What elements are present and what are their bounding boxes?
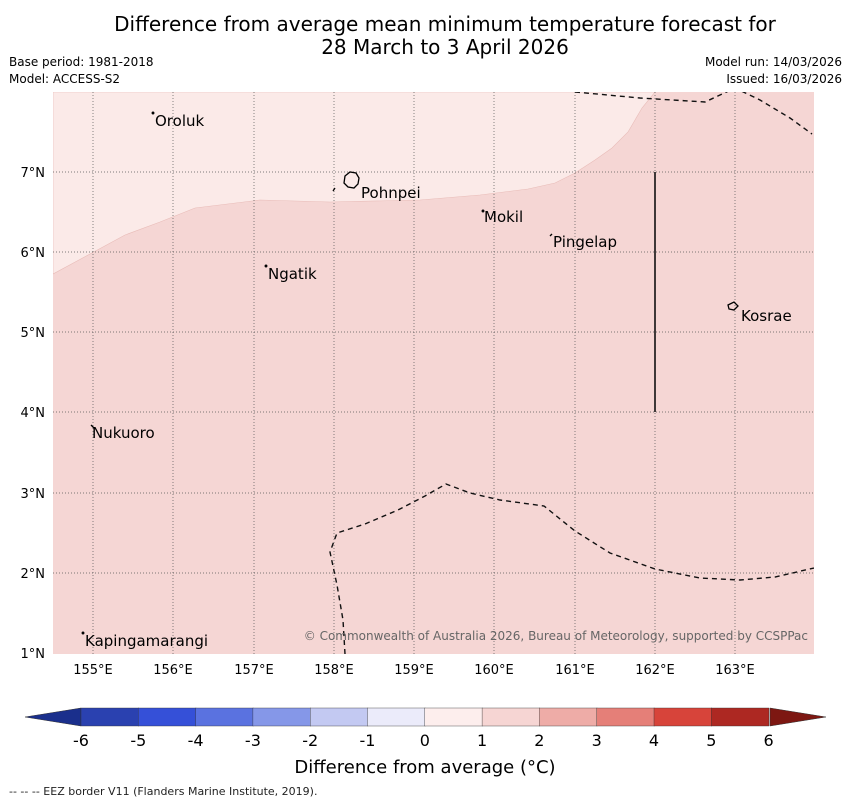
nukuoro-island [90, 424, 95, 429]
meta-right: Model run: 14/03/2026 Issued: 16/03/2026 [705, 54, 842, 88]
label-nukuoro: Nukuoro [92, 424, 155, 442]
meta-left: Base period: 1981-2018 Model: ACCESS-S2 [9, 54, 154, 88]
lat-label: 5°N [21, 326, 46, 341]
base-period: Base period: 1981-2018 [9, 55, 154, 69]
label-oroluk: Oroluk [155, 112, 204, 130]
colorbar-tick-label: 0 [420, 731, 430, 750]
pingelap-island [549, 233, 553, 237]
ngatik-island [264, 264, 268, 268]
label-kosrae: Kosrae [741, 307, 792, 325]
colorbar: -6 -5 -4 -3 -2 -1 0 1 2 3 4 5 6 [24, 707, 827, 750]
colorbar-cell [310, 707, 369, 727]
colorbar-tick-label: 4 [649, 731, 659, 750]
title-line-2: 28 March to 3 April 2026 [321, 35, 569, 59]
label-mokil: Mokil [484, 208, 523, 226]
lon-label: 158°E [314, 663, 354, 678]
colorbar-tick-label: -2 [302, 731, 318, 750]
kosrae-island [727, 301, 739, 311]
title-line-1: Difference from average mean minimum tem… [114, 12, 776, 36]
lat-label: 3°N [21, 487, 46, 502]
colorbar-tick-label: 6 [764, 731, 774, 750]
lat-labels: 7°N 6°N 5°N 4°N 3°N 2°N 1°N [21, 166, 46, 662]
gridlines [53, 92, 814, 654]
lon-label: 156°E [153, 663, 193, 678]
chart-title: Difference from average mean minimum tem… [0, 13, 850, 59]
lon-label: 160°E [474, 663, 514, 678]
label-ngatik: Ngatik [268, 265, 317, 283]
lon-label: 163°E [715, 663, 755, 678]
eez-borders [329, 92, 814, 654]
colorbar-cell [367, 707, 426, 727]
colorbar-extend-high [769, 707, 827, 727]
eez-legend-note: -- -- -- EEZ border V11 (Flanders Marine… [9, 785, 318, 798]
colorbar-tick-label: -4 [188, 731, 204, 750]
colorbar-tick-label: 2 [534, 731, 544, 750]
colorbar-cell [80, 707, 139, 727]
colorbar-cell [711, 707, 770, 727]
colorbar-cell [539, 707, 598, 727]
lat-label: 6°N [21, 246, 46, 261]
copyright-notice: © Commonwealth of Australia 2026, Bureau… [304, 629, 808, 643]
colorbar-label: Difference from average (°C) [294, 757, 556, 778]
lon-label: 157°E [234, 663, 274, 678]
lat-label: 7°N [21, 166, 46, 181]
model-run: Model run: 14/03/2026 [704, 55, 842, 69]
colorbar-tick-label: 5 [706, 731, 716, 750]
colorbar-cell [138, 707, 197, 727]
colorbar-tick-label: 3 [592, 731, 602, 750]
lat-label: 1°N [21, 647, 46, 662]
colorbar-tick-label: -6 [73, 731, 89, 750]
lat-label: 4°N [21, 406, 46, 421]
colorbar-tick-label: -5 [130, 731, 146, 750]
colorbar-tick-label: 1 [477, 731, 487, 750]
lon-label: 162°E [635, 663, 675, 678]
place-labels: Oroluk Pohnpei Mokil Pingelap Ngatik Kos… [85, 112, 792, 650]
label-pohnpei: Pohnpei [361, 184, 421, 202]
colorbar-tick-label: -1 [360, 731, 376, 750]
lon-label: 155°E [73, 663, 113, 678]
oroluk-island [151, 111, 155, 115]
colorbar-extend-low [24, 707, 82, 727]
lon-labels: 155°E 156°E 157°E 158°E 159°E 160°E 161°… [73, 663, 755, 678]
mokil-island [481, 209, 485, 213]
ant-atoll [332, 187, 336, 192]
colorbar-cell [424, 707, 483, 727]
colorbar-cell [252, 707, 311, 727]
colorbar-tick-label: -3 [245, 731, 261, 750]
model-name: Model: ACCESS-S2 [9, 72, 121, 86]
lat-label: 2°N [21, 567, 46, 582]
anomaly-0-1-region [53, 92, 656, 275]
colorbar-cell [653, 707, 712, 727]
lon-label: 159°E [394, 663, 434, 678]
label-kapingamarangi: Kapingamarangi [85, 632, 208, 650]
issued-date: Issued: 16/03/2026 [726, 72, 842, 86]
kapingamarangi-island [81, 631, 85, 635]
colorbar-cell [596, 707, 655, 727]
pohnpei-island [343, 171, 360, 189]
map-panel: Oroluk Pohnpei Mokil Pingelap Ngatik Kos… [53, 92, 814, 654]
label-pingelap: Pingelap [553, 233, 617, 251]
lon-label: 161°E [555, 663, 595, 678]
colorbar-cell [481, 707, 541, 727]
islands [81, 111, 739, 635]
colorbar-cell [195, 707, 254, 727]
